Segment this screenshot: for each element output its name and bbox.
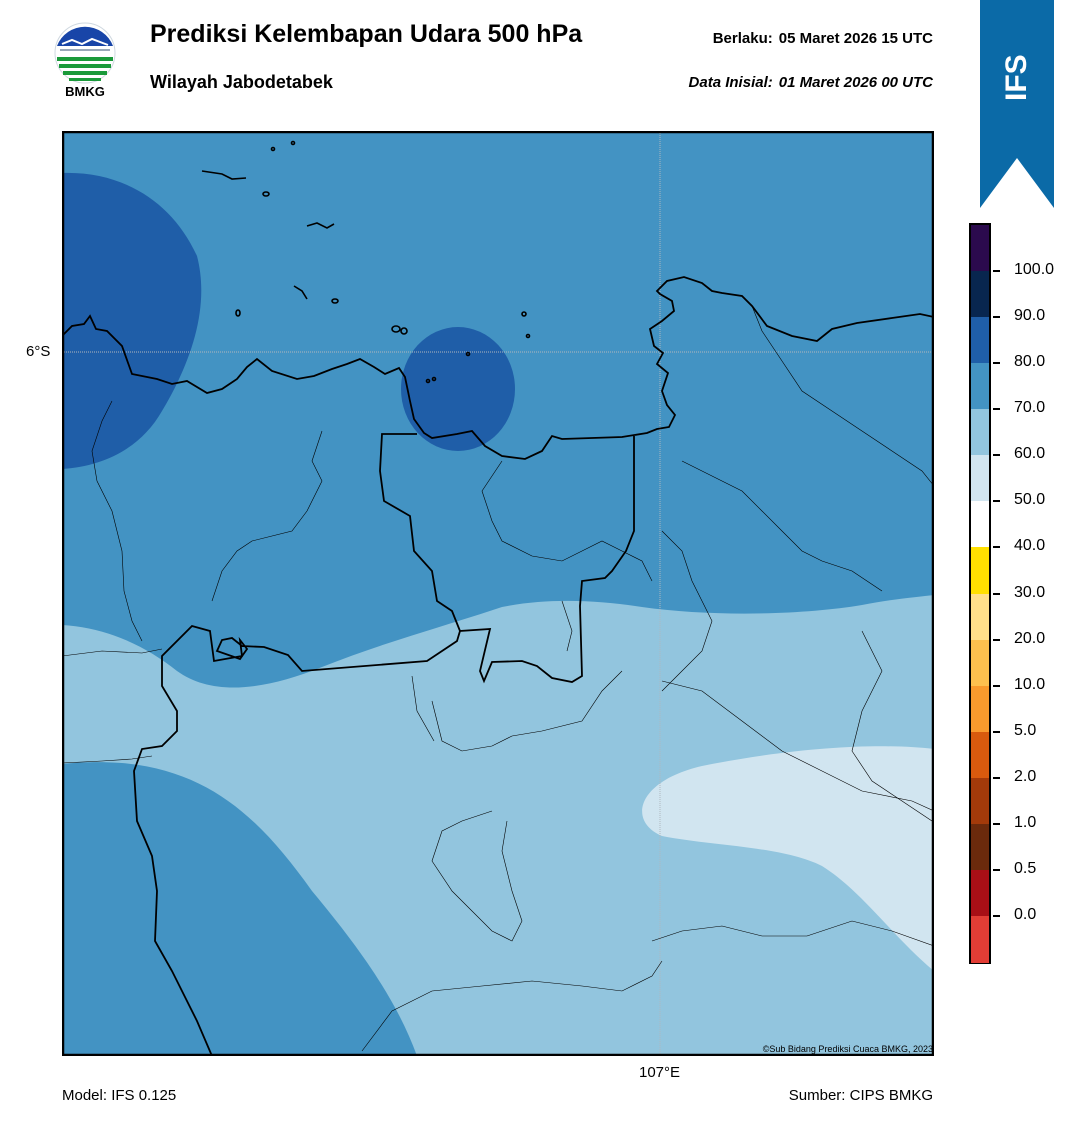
- colorbar-tick: [993, 454, 1000, 457]
- colorbar-label: 60.0: [1014, 445, 1046, 463]
- colorbar-segment: [971, 777, 989, 825]
- colorbar-label: 1.0: [1014, 813, 1037, 831]
- colorbar-label: 100.0: [1014, 261, 1055, 279]
- colorbar-tick: [993, 500, 1000, 503]
- colorbar-label: 10.0: [1014, 675, 1046, 693]
- humidity-zone-80-90-center: [401, 327, 515, 451]
- colorbar-tick: [993, 914, 1000, 917]
- colorbar-label: 0.5: [1014, 859, 1037, 877]
- valid-label: Berlaku:: [712, 30, 773, 47]
- ribbon-text: IFS: [1000, 54, 1033, 102]
- logo-text: BMKG: [65, 84, 105, 99]
- colorbar-label: 50.0: [1014, 491, 1046, 509]
- colorbar-label: 0.0: [1014, 905, 1037, 923]
- bmkg-logo-icon: [54, 22, 116, 84]
- colorbar-label: 20.0: [1014, 629, 1046, 647]
- humidity-zone-80-90-west: [62, 172, 202, 469]
- copyright-text: ©Sub Bidang Prediksi Cuaca BMKG, 2023: [762, 1044, 933, 1054]
- valid-time: Berlaku: 05 Maret 2026 15 UTC: [713, 30, 933, 47]
- colorbar-segment: [971, 409, 989, 457]
- colorbar-segment: [971, 639, 989, 687]
- colorbar-tick: [993, 408, 1000, 411]
- colorbar-tick: [993, 270, 1000, 273]
- colorbar-segment: [971, 685, 989, 733]
- colorbar-label: 5.0: [1014, 721, 1037, 739]
- colorbar-tick: [993, 592, 1000, 595]
- init-time: Data Inisial: 01 Maret 2026 00 UTC: [689, 74, 933, 91]
- colorbar: [969, 223, 991, 964]
- colorbar-segment: [971, 501, 989, 549]
- humidity-zone-50-60: [642, 746, 934, 971]
- colorbar-segment: [971, 363, 989, 411]
- colorbar-tick: [993, 776, 1000, 779]
- init-label: Data Inisial:: [688, 74, 773, 91]
- colorbar-segment: [971, 593, 989, 641]
- model-label: Model: IFS 0.125: [62, 1087, 177, 1104]
- colorbar-tick: [993, 868, 1000, 871]
- lat-label: 6°S: [26, 343, 51, 360]
- colorbar-segment: [971, 455, 989, 503]
- colorbar-tick: [993, 684, 1000, 687]
- humidity-map: [62, 131, 934, 1056]
- colorbar-segment: [971, 869, 989, 917]
- colorbar-label: 2.0: [1014, 767, 1037, 785]
- source-label: Sumber: CIPS BMKG: [788, 1087, 933, 1104]
- colorbar-tick: [993, 362, 1000, 365]
- colorbar-label: 40.0: [1014, 537, 1046, 555]
- colorbar-label: 30.0: [1014, 583, 1046, 601]
- init-value: 01 Maret 2026 00 UTC: [778, 74, 933, 91]
- colorbar-label: 90.0: [1014, 307, 1046, 325]
- coastline: [62, 276, 934, 460]
- colorbar-label: 80.0: [1014, 353, 1046, 371]
- colorbar-tick: [993, 316, 1000, 319]
- colorbar-segment: [971, 225, 989, 272]
- colorbar-tick: [993, 822, 1000, 825]
- colorbar-segment: [971, 317, 989, 365]
- humidity-zone-60-70: [62, 595, 934, 1056]
- colorbar-tick: [993, 730, 1000, 733]
- lon-label: 107°E: [639, 1064, 681, 1081]
- colorbar-segment: [971, 915, 989, 963]
- colorbar-tick: [993, 546, 1000, 549]
- colorbar-label: 70.0: [1014, 399, 1046, 417]
- map-title: Prediksi Kelembapan Udara 500 hPa: [150, 20, 583, 48]
- colorbar-segment: [971, 271, 989, 319]
- colorbar-tick: [993, 638, 1000, 641]
- ifs-ribbon-icon: [980, 0, 1054, 208]
- valid-value: 05 Maret 2026 15 UTC: [778, 30, 933, 47]
- map-subtitle: Wilayah Jabodetabek: [150, 72, 333, 92]
- colorbar-segment: [971, 823, 989, 871]
- colorbar-segment: [971, 731, 989, 779]
- colorbar-segment: [971, 547, 989, 595]
